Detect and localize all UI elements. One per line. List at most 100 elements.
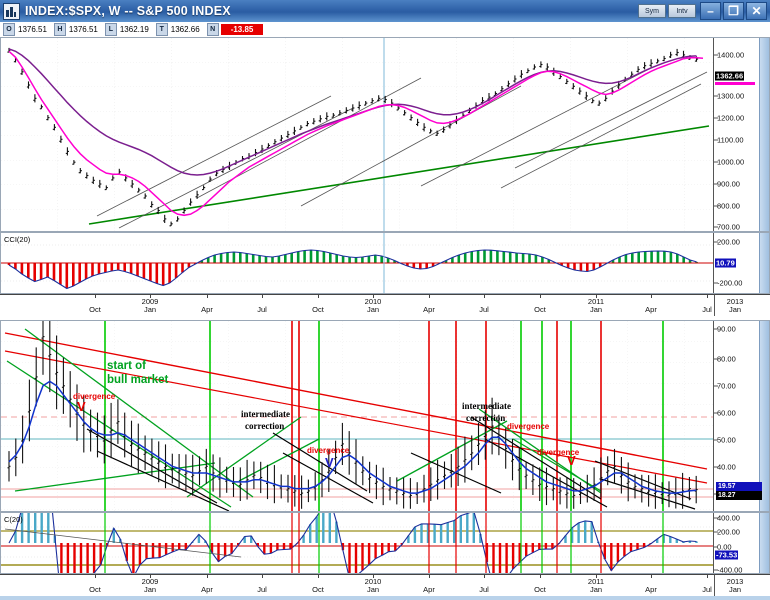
date-axis-month: Jul <box>479 585 489 594</box>
cci-bottom-highlight: -73.53 <box>715 550 739 560</box>
top-date-axis-corner: 2013 Jan <box>714 294 770 317</box>
cci-top-scrollbar[interactable] <box>759 233 769 293</box>
symbol-button[interactable]: Sym <box>638 4 666 18</box>
window-title-bar: INDEX:$SPX, W -- S&P 500 INDEX Sym Intv … <box>0 0 770 23</box>
annotation-divergence-1: divergence <box>73 392 116 401</box>
v-marker-1: V <box>77 399 86 414</box>
high-label: H <box>53 23 66 36</box>
date-axis-month: Oct <box>312 305 324 314</box>
window-bottom-edge <box>0 596 770 600</box>
date-axis-month: Oct <box>89 585 101 594</box>
cci-bottom-tick: 400.00 <box>717 513 740 523</box>
bottom-date-axis-corner: 2013 Jan <box>714 574 770 597</box>
cci-top-highlight: 10.79 <box>715 258 736 268</box>
cci-bottom-label: C(20) <box>4 515 23 524</box>
annotation-start-bull-line2: bull market <box>107 374 169 386</box>
lower-tick: 90.00 <box>717 324 736 334</box>
cci-bottom-panel[interactable]: C(20) 400.00 200.00 0.00 <box>0 512 770 575</box>
date-axis-month: Jan <box>589 585 603 594</box>
bottom-date-axis: Oct 2009 Jan Apr Jul Oct 2010 Jan Apr Jul Oct 2011 J… <box>0 574 768 597</box>
high-value: 1376.51 <box>68 25 98 34</box>
annotation-divergence-2: divergence <box>307 446 350 455</box>
price-tick: 1000.00 <box>717 157 745 167</box>
low-value: 1362.19 <box>119 25 149 34</box>
net-label: N <box>206 23 219 36</box>
price-tick: 1400.00 <box>717 50 745 60</box>
cci-top-label: CCI(20) <box>4 235 31 244</box>
cci-top-tick: -200.00 <box>717 278 743 288</box>
date-axis-month: Apr <box>645 305 657 314</box>
price-tick: 700.00 <box>717 222 740 232</box>
lower-price-scrollbar[interactable] <box>759 321 769 511</box>
annotation-divergence-4: divergence <box>537 448 580 457</box>
cci-top-panel[interactable]: CCI(20) 200.00 10.79 -200.00 <box>0 232 770 294</box>
date-axis-month: Apr <box>423 585 435 594</box>
price-tick: 1100.00 <box>717 135 744 145</box>
lower-tick: 80.00 <box>717 354 736 364</box>
date-axis-month: Apr <box>201 305 213 314</box>
lower-highlight-blue: 19.57 <box>716 482 762 491</box>
net-change-badge: -13.85 <box>220 24 264 35</box>
close-button[interactable]: ✕ <box>746 2 767 20</box>
date-axis-month: Oct <box>534 585 546 594</box>
price-plot-area[interactable] <box>1 38 769 231</box>
date-axis-year: 2010 <box>364 297 382 306</box>
annotation-start-bull-line1: start of <box>107 360 146 372</box>
annotation-intermediate-1a: intermediate <box>241 409 290 419</box>
date-axis-month: Oct <box>534 305 546 314</box>
cci-bottom-svg <box>1 513 715 573</box>
open-value: 1376.51 <box>18 25 47 34</box>
price-panel-scrollbar[interactable] <box>759 38 769 231</box>
cci-bottom-plot-area[interactable] <box>1 513 769 573</box>
date-axis-month: Jul <box>257 305 267 314</box>
lower-tick: 60.00 <box>717 408 736 418</box>
annotation-intermediate-1b: correction <box>245 421 285 431</box>
cci-bottom-tick: 0.00 <box>717 542 732 552</box>
price-tick: 1300.00 <box>717 91 745 101</box>
price-last-highlight: 1362.66 <box>715 71 745 81</box>
lower-price-plot-area[interactable] <box>1 321 769 511</box>
cci-bottom-tick: 200.00 <box>717 527 740 537</box>
annotation-divergence-3: divergence <box>507 422 550 431</box>
v-marker-3: V <box>567 453 576 468</box>
date-axis-month: Jan <box>143 585 157 594</box>
date-axis-month: Jan <box>143 305 157 314</box>
date-axis-month: Apr <box>645 585 657 594</box>
price-tick: 800.00 <box>717 201 740 211</box>
minimize-button[interactable]: – <box>700 2 721 20</box>
price-chart-panel[interactable]: 1400.00 1362.66 1300.00 1200.00 1100.00 … <box>0 37 770 232</box>
price-chart-svg <box>1 38 715 231</box>
lower-price-panel[interactable]: start of bull market divergence V interm… <box>0 320 770 512</box>
cci-top-plot-area[interactable] <box>1 233 769 293</box>
date-axis-month: Apr <box>423 305 435 314</box>
ohlc-quote-bar: O 1376.51 H 1376.51 L 1362.19 T 1362.66 … <box>0 22 770 37</box>
close-value: 1362.66 <box>170 25 200 34</box>
date-axis-year: 2009 <box>141 577 159 586</box>
date-axis-month: Jan <box>366 305 380 314</box>
annotation-intermediate-2a: intermediate <box>462 401 511 411</box>
date-axis-year: 2009 <box>141 297 159 306</box>
date-axis-month: Oct <box>89 305 101 314</box>
cci-top-svg <box>1 233 715 293</box>
lower-tick: 40.00 <box>717 462 736 472</box>
price-tick: 1200.00 <box>717 113 745 123</box>
date-axis-month: Jul <box>702 305 712 314</box>
maximize-button[interactable]: ❐ <box>723 2 744 20</box>
cci-bottom-scrollbar[interactable] <box>759 513 769 573</box>
close-label: T <box>155 23 168 36</box>
window-title: INDEX:$SPX, W -- S&P 500 INDEX <box>25 4 231 18</box>
date-axis-month: Jan <box>366 585 380 594</box>
date-axis-month: Apr <box>201 585 213 594</box>
top-date-axis: Oct 2009 Jan Apr Jul Oct 2010 Jan Apr Jul Oct 2011 J… <box>0 294 768 317</box>
window-controls: Sym Intv – ❐ ✕ <box>638 2 770 20</box>
lower-tick: 50.00 <box>717 435 736 445</box>
chart-bars-icon <box>3 2 20 20</box>
low-label: L <box>104 23 117 36</box>
annotation-intermediate-2b: correction <box>466 413 506 423</box>
lower-highlight-black: 18.27 <box>716 491 762 500</box>
interval-button[interactable]: Intv <box>668 4 696 18</box>
cci-top-tick: 200.00 <box>717 237 740 247</box>
v-marker-2: V <box>325 455 334 470</box>
date-axis-year: 2011 <box>587 577 605 586</box>
